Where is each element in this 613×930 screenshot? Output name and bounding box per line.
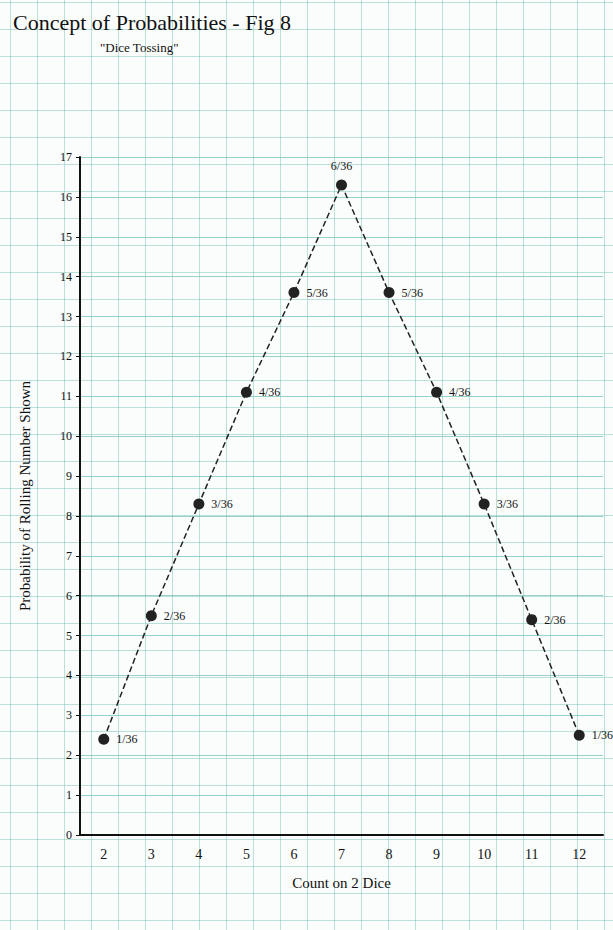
svg-text:12: 12 [572,847,586,862]
svg-text:14: 14 [60,270,72,284]
svg-text:12: 12 [60,349,72,363]
svg-text:1: 1 [66,788,72,802]
svg-text:5/36: 5/36 [306,286,327,300]
svg-text:5: 5 [66,629,72,643]
svg-text:10: 10 [60,429,72,443]
svg-text:17: 17 [60,150,72,164]
svg-text:2: 2 [66,748,72,762]
svg-text:4: 4 [66,668,72,682]
svg-text:11: 11 [60,389,72,403]
svg-text:Concept of Probabilities - Fig: Concept of Probabilities - Fig 8 [13,10,291,35]
svg-text:3/36: 3/36 [211,497,232,511]
svg-text:4: 4 [195,847,202,862]
svg-text:2: 2 [100,847,107,862]
svg-text:2/36: 2/36 [544,613,565,627]
svg-text:7: 7 [338,847,345,862]
svg-text:6: 6 [290,847,297,862]
svg-text:11: 11 [525,847,538,862]
svg-text:0: 0 [66,828,72,842]
svg-text:"Dice Tossing": "Dice Tossing" [100,40,178,55]
svg-text:5: 5 [243,847,250,862]
svg-text:15: 15 [60,230,72,244]
svg-text:9: 9 [433,847,440,862]
svg-text:13: 13 [60,310,72,324]
svg-text:8: 8 [386,847,393,862]
svg-text:1/36: 1/36 [116,732,137,746]
svg-text:1/36: 1/36 [592,728,613,742]
svg-text:3: 3 [66,708,72,722]
svg-text:Count on 2 Dice: Count on 2 Dice [292,875,391,891]
svg-text:10: 10 [477,847,491,862]
svg-text:9: 9 [66,469,72,483]
svg-text:2/36: 2/36 [164,609,185,623]
svg-text:5/36: 5/36 [402,286,423,300]
svg-text:6/36: 6/36 [331,159,352,173]
svg-text:3: 3 [148,847,155,862]
svg-text:3/36: 3/36 [497,497,518,511]
svg-text:7: 7 [66,549,72,563]
svg-text:16: 16 [60,190,72,204]
svg-text:8: 8 [66,509,72,523]
svg-text:6: 6 [66,589,72,603]
svg-text:Probability of Rolling Number: Probability of Rolling Number Shown [17,381,33,611]
svg-text:4/36: 4/36 [259,385,280,399]
svg-text:4/36: 4/36 [449,385,470,399]
